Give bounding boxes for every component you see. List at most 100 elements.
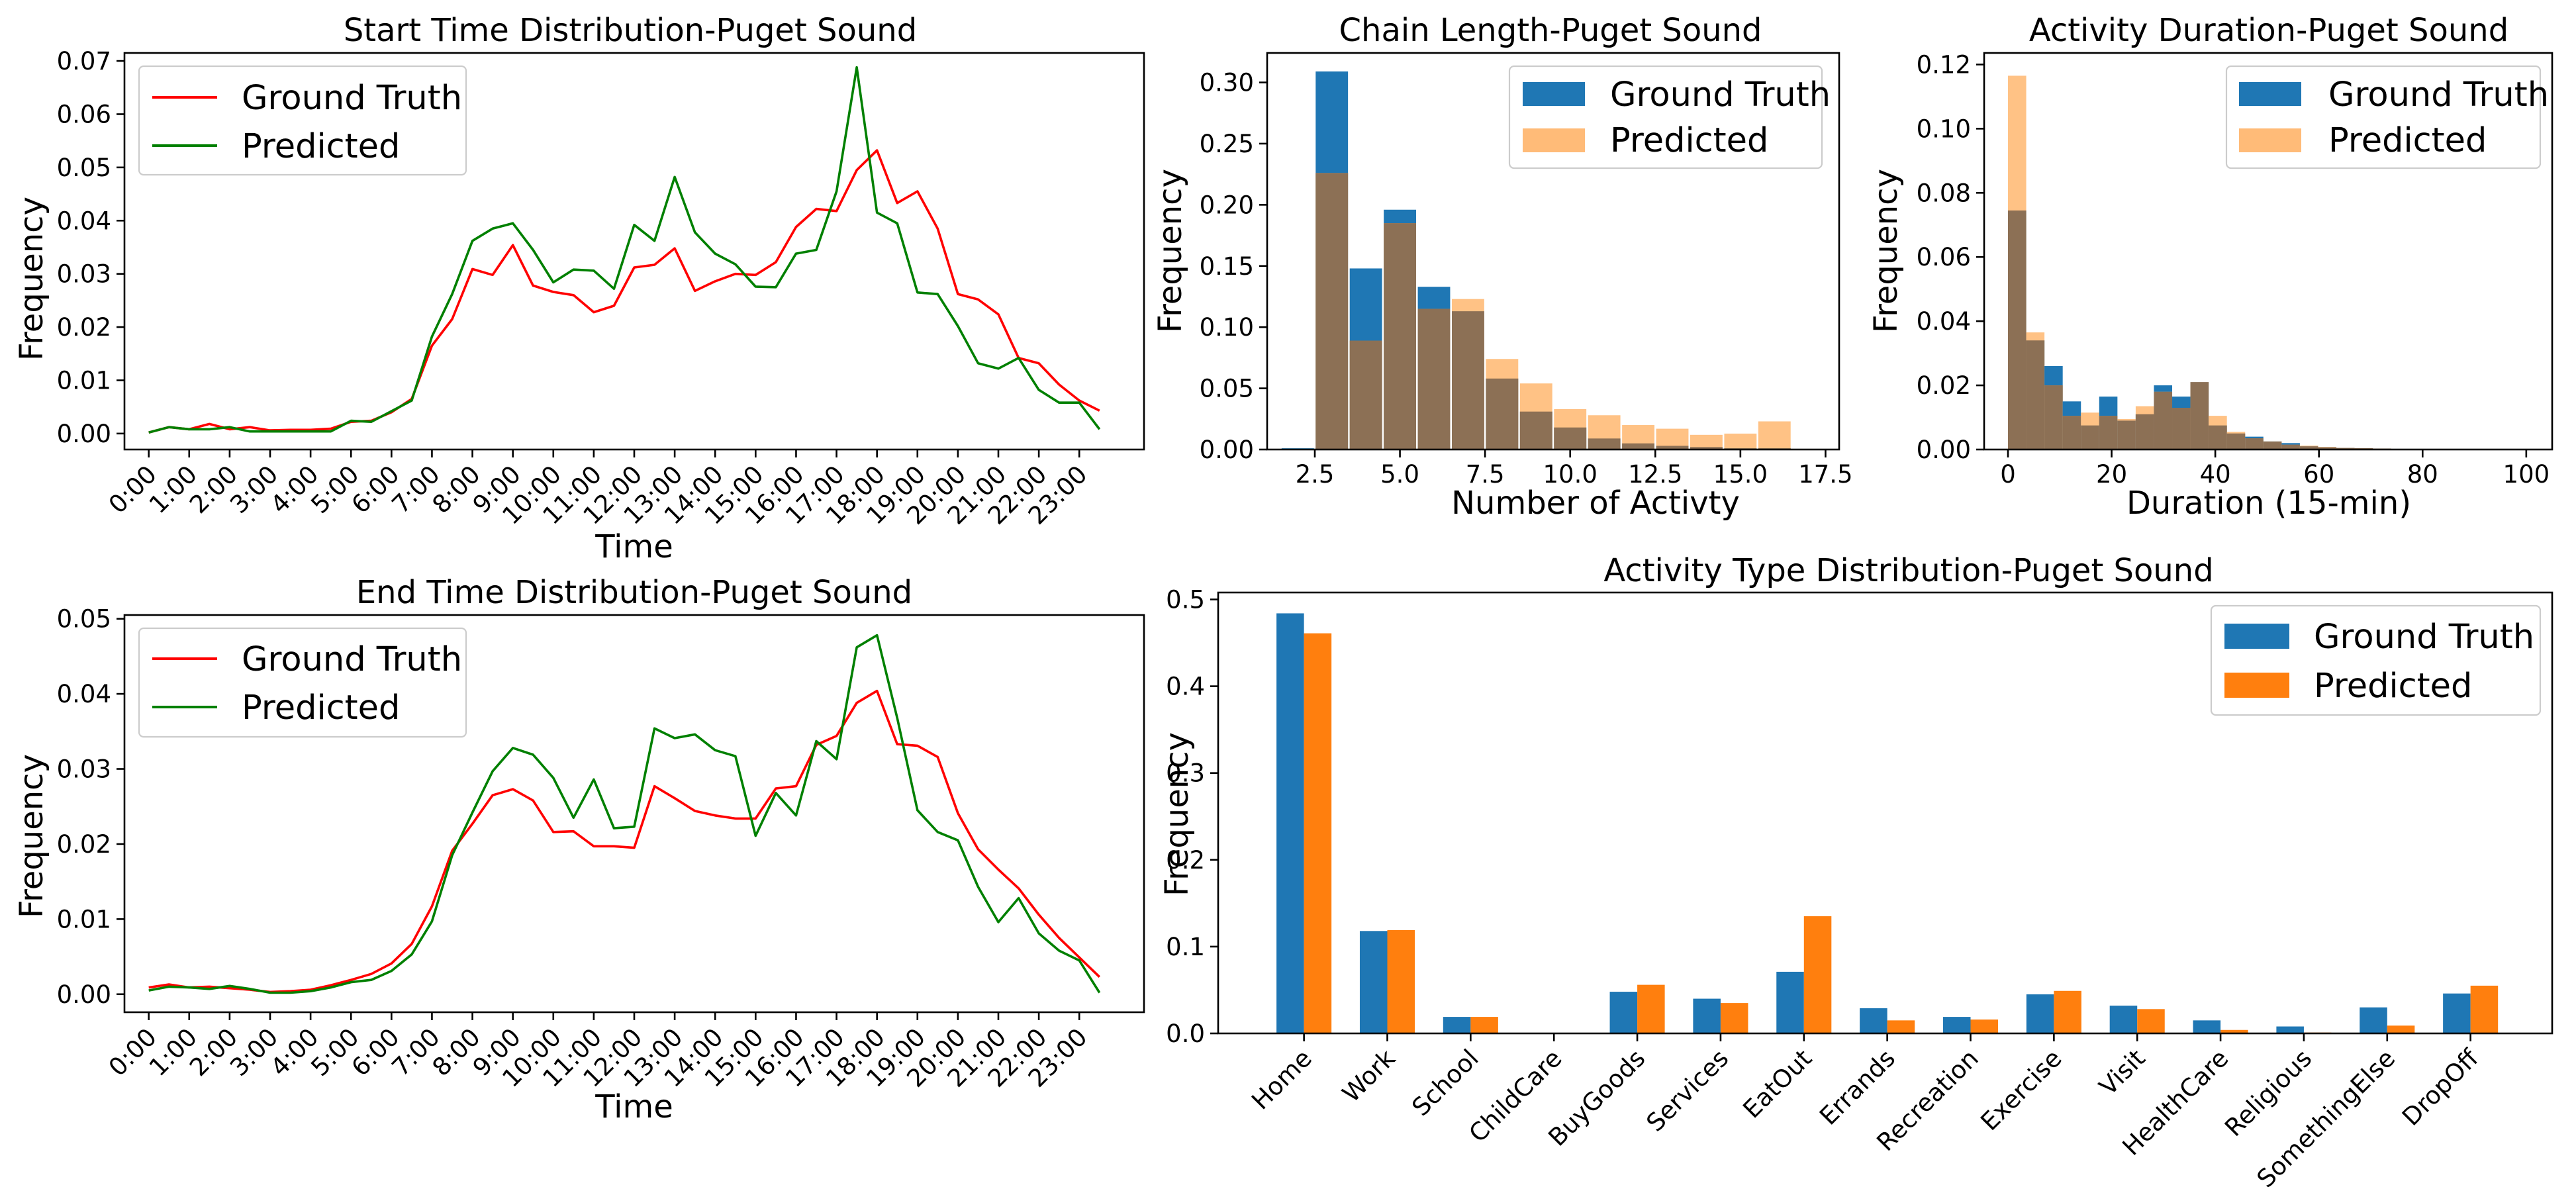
bar-overlap — [2135, 414, 2154, 450]
legend-box — [1508, 65, 1823, 169]
y-tick-label: 0.3 — [1166, 759, 1205, 788]
y-axis-label: Frequency — [13, 197, 50, 361]
x-tick-label: Services — [1641, 1044, 1735, 1137]
y-axis-label: Frequency — [1159, 732, 1196, 896]
bar-predicted-school — [1470, 1017, 1498, 1033]
y-tick-label: 0.03 — [57, 260, 111, 289]
series-line-predicted — [148, 66, 1101, 434]
series-layer — [148, 66, 1101, 434]
y-tick-label: 0.02 — [57, 830, 111, 859]
bar-overlap — [2008, 210, 2027, 450]
y-tick-label: 0.04 — [57, 680, 111, 708]
bar-ground-truth-exercise — [2026, 994, 2054, 1033]
x-tick-label: DropOff — [2397, 1043, 2485, 1131]
legend: Ground Truth Predicted — [1508, 65, 1831, 169]
end-time-chart: End Time Distribution-Puget Sound Freque… — [13, 574, 1145, 1125]
bar-overlap — [2026, 340, 2045, 450]
x-tick-label: 60 — [2303, 460, 2334, 489]
y-tick-label: 0.00 — [57, 420, 111, 448]
bar-ground-truth-services — [1693, 998, 1721, 1033]
y-tick-label: 0.05 — [57, 154, 111, 182]
series-layer — [1281, 71, 1825, 450]
y-tick-label: 0.00 — [1917, 436, 1971, 464]
series-layer — [2008, 75, 2446, 450]
bar-overlap — [1690, 447, 1723, 450]
chain-length-chart: Chain Length-Puget Sound Frequency Numbe… — [1152, 12, 1853, 522]
x-tick-label: 100 — [2503, 460, 2550, 489]
bar-overlap — [2044, 385, 2063, 450]
bar-predicted-services — [1720, 1003, 1748, 1033]
bar-overlap — [2172, 407, 2191, 450]
legend-swatch-ground-truth — [2224, 624, 2289, 649]
bar-predicted-exercise — [2054, 990, 2081, 1033]
legend-label-predicted: Predicted — [242, 127, 400, 166]
legend: Ground Truth Predicted — [138, 65, 467, 176]
y-axis-label: Frequency — [1152, 169, 1189, 333]
legend-box — [138, 627, 467, 738]
plot-frame — [123, 52, 1145, 451]
bar-ground-truth-errands — [1860, 1008, 1887, 1033]
bar-ground-truth-religious — [2276, 1026, 2304, 1033]
x-tick-label: 5.0 — [1380, 460, 1419, 489]
y-tick-label: 0.10 — [1200, 313, 1254, 342]
chart-title: Activity Duration-Puget Sound — [2029, 12, 2508, 49]
y-tick-label: 0.30 — [1200, 69, 1254, 97]
legend-label-ground-truth: Ground Truth — [2314, 618, 2534, 657]
bar-predicted-eatout — [1803, 916, 1832, 1033]
bar-overlap — [1554, 427, 1587, 450]
legend-label-predicted: Predicted — [1610, 121, 1768, 160]
y-tick-label: 0.12 — [1917, 50, 1971, 79]
bar-overlap — [1656, 446, 1689, 450]
bar-overlap — [2226, 433, 2246, 450]
bar-overlap — [1452, 311, 1484, 450]
chart-title: Activity Type Distribution-Puget Sound — [1603, 552, 2213, 589]
bar-overlap — [2190, 382, 2209, 450]
x-tick-label: School — [1406, 1044, 1484, 1121]
x-axis-label: Time — [595, 1088, 673, 1125]
bar-overlap — [2154, 391, 2173, 450]
bar-overlap — [1315, 173, 1349, 450]
legend-label-predicted: Predicted — [2314, 667, 2472, 706]
bar-predicted-home — [1304, 633, 1332, 1033]
legend-label-predicted: Predicted — [242, 688, 400, 728]
y-tick-label: 0.1 — [1166, 933, 1205, 961]
bar-predicted-visit — [2137, 1009, 2165, 1033]
legend-label-predicted: Predicted — [2328, 121, 2487, 160]
x-tick-label: 40 — [2200, 460, 2231, 489]
series-line-ground-truth — [148, 689, 1101, 994]
y-tick-label: 0.04 — [57, 207, 111, 235]
series-layer — [148, 634, 1101, 994]
plot-frame — [1983, 52, 2553, 451]
bar-ground-truth-visit — [2109, 1006, 2138, 1033]
bar-ground-truth-work — [1359, 931, 1388, 1033]
y-tick-label: 0.20 — [1200, 191, 1254, 219]
bar-predicted-healthcare — [2220, 1029, 2248, 1033]
y-tick-label: 0.15 — [1200, 252, 1254, 281]
y-tick-label: 0.06 — [57, 100, 111, 128]
y-tick-label: 0.04 — [1917, 307, 1971, 336]
y-tick-label: 0.00 — [1200, 436, 1254, 464]
bar-overlap — [2281, 444, 2300, 450]
bar-ground-truth-eatout — [1776, 971, 1804, 1033]
plot-frame — [1217, 591, 2553, 1035]
tick-layer: 0.00 0.05 0.10 0.15 0.20 0.25 0.30 2.5 5.0 7.5 10.… — [1200, 69, 1853, 489]
y-tick-label: 0.02 — [57, 313, 111, 342]
bar-ground-truth-healthcare — [2193, 1020, 2221, 1033]
bar-predicted-dropoff — [2470, 985, 2499, 1033]
x-tick-label: 0 — [2000, 460, 2016, 489]
y-axis-label: Frequency — [13, 754, 50, 918]
x-tick-label: 7.5 — [1466, 460, 1505, 489]
x-tick-label: 2.5 — [1296, 460, 1335, 489]
x-tick-label: Home — [1246, 1044, 1317, 1116]
y-tick-label: 0.03 — [57, 755, 111, 784]
series-line-predicted — [148, 634, 1101, 994]
y-axis-label: Frequency — [1868, 169, 1905, 333]
bar-overlap — [1486, 378, 1519, 450]
bar-overlap — [1384, 223, 1416, 450]
bar-overlap — [1519, 411, 1552, 450]
bar-overlap — [1588, 438, 1621, 450]
y-tick-label: 0.00 — [57, 980, 111, 1009]
bar-ground-truth-somethingelse — [2360, 1007, 2387, 1033]
x-tick-label: 20 — [2096, 460, 2127, 489]
